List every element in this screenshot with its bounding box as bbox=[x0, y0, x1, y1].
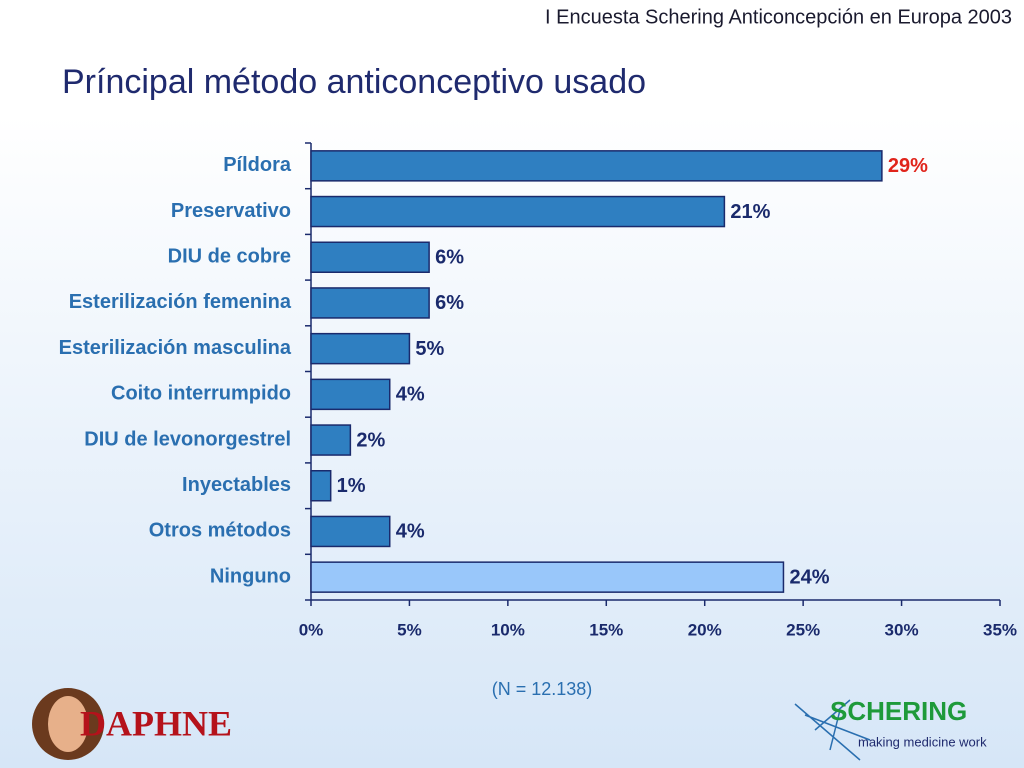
category-label: Esterilización femenina bbox=[69, 291, 292, 313]
x-tick-label: 15% bbox=[589, 620, 623, 639]
note: (N = 12.138) bbox=[492, 679, 593, 699]
bar bbox=[310, 332, 411, 365]
value-label: 1% bbox=[337, 475, 366, 497]
value-label: 5% bbox=[415, 338, 444, 360]
value-label: 6% bbox=[435, 247, 464, 269]
category-label: Coito interrumpido bbox=[111, 383, 291, 405]
x-tick-label: 0% bbox=[299, 620, 324, 639]
category-label: Otros métodos bbox=[149, 520, 291, 542]
logo-face bbox=[48, 696, 88, 752]
chart-title: Príncipal método anticonceptivo usado bbox=[62, 63, 646, 101]
logo-text: DAPHNE bbox=[80, 703, 232, 743]
value-label: 24% bbox=[789, 566, 829, 588]
value-label: 4% bbox=[396, 521, 425, 543]
x-tick-label: 5% bbox=[397, 620, 422, 639]
bar bbox=[310, 470, 332, 502]
header: I Encuesta Schering Anticoncepción en Eu… bbox=[545, 6, 1012, 28]
daphne-logo: DAPHNE bbox=[32, 688, 232, 760]
category-label: Ninguno bbox=[210, 565, 291, 587]
logo-text: SCHERING bbox=[830, 696, 967, 726]
x-tick-label: 25% bbox=[786, 620, 820, 639]
value-label: 21% bbox=[730, 201, 770, 223]
bar bbox=[310, 150, 883, 182]
bar bbox=[310, 195, 726, 228]
bar bbox=[310, 515, 391, 548]
x-tick-label: 10% bbox=[491, 620, 525, 639]
logo-mark bbox=[794, 699, 871, 761]
value-label: 29% bbox=[888, 155, 928, 177]
value-label: 2% bbox=[356, 429, 385, 451]
bar bbox=[310, 287, 430, 319]
value-label: 4% bbox=[396, 384, 425, 406]
schering-logo: SCHERING making medicine work bbox=[794, 696, 987, 761]
bar bbox=[310, 241, 430, 273]
x-tick-label: 35% bbox=[983, 620, 1017, 639]
category-label: Inyectables bbox=[182, 474, 291, 496]
bar bbox=[310, 378, 391, 411]
logo-tagline: making medicine work bbox=[858, 734, 987, 749]
category-label: Esterilización masculina bbox=[59, 337, 292, 359]
category-label: DIU de cobre bbox=[168, 246, 291, 268]
category-label: Preservativo bbox=[171, 200, 291, 222]
bar bbox=[310, 561, 785, 593]
category-label: Píldora bbox=[223, 154, 292, 176]
bar bbox=[310, 424, 352, 456]
x-tick-label: 30% bbox=[885, 620, 919, 639]
value-label: 6% bbox=[435, 292, 464, 314]
x-tick-label: 20% bbox=[688, 620, 722, 639]
category-label: DIU de levonorgestrel bbox=[84, 428, 291, 450]
